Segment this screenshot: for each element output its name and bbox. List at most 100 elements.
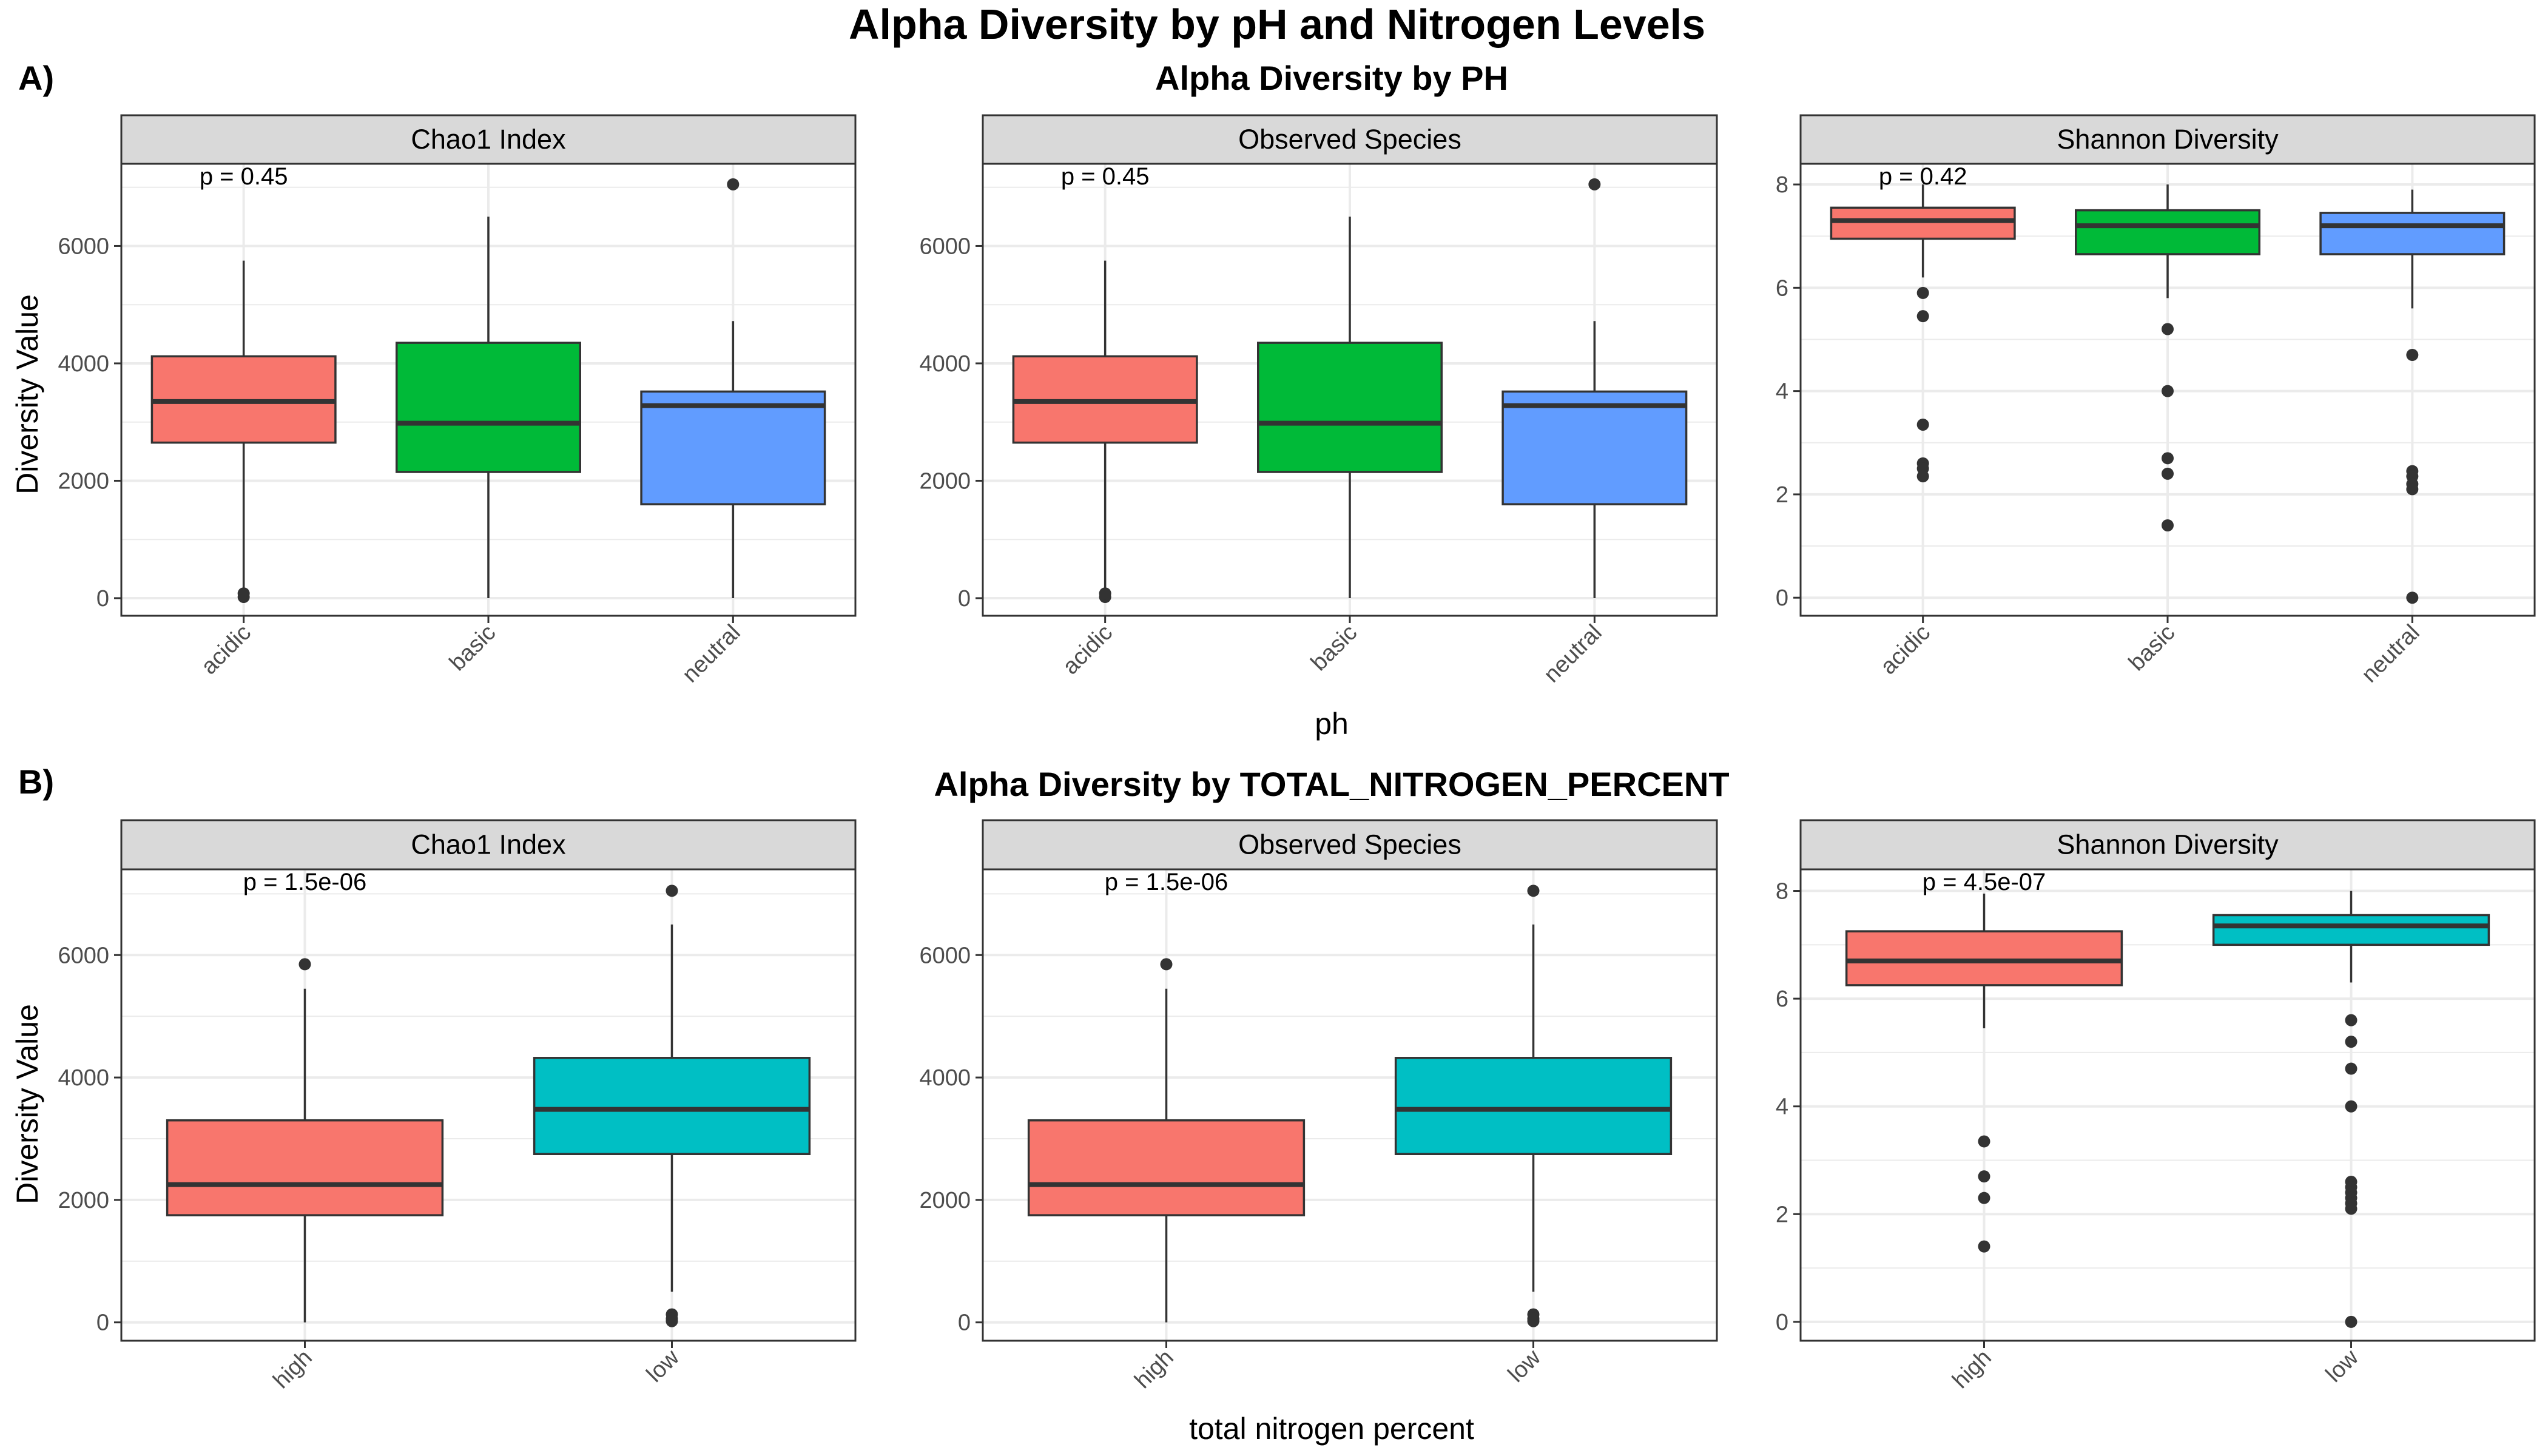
facet-strip-label: Chao1 Index xyxy=(411,124,566,155)
facet-strip xyxy=(1799,819,2536,871)
y-tick-label: 4000 xyxy=(919,351,971,377)
box-body xyxy=(1502,390,1688,505)
y-tick-label: 2 xyxy=(1776,1202,1788,1227)
box-body xyxy=(2212,914,2490,946)
y-tick-label: 6000 xyxy=(58,234,109,259)
box-high xyxy=(1027,958,1306,1323)
p-value-label: p = 0.45 xyxy=(200,163,288,190)
y-tick-label: 6 xyxy=(1776,986,1788,1012)
box-neutral xyxy=(640,178,826,598)
outlier-point xyxy=(1916,310,1929,323)
x-tick-label-neutral: neutral xyxy=(1539,620,1607,688)
facet-panel: Shannon Diversity p = 0.42 0 2 4 6 8 acidic basi… xyxy=(1776,114,2536,688)
x-tick-label-high: high xyxy=(268,1345,317,1394)
box-acidic xyxy=(150,260,337,604)
y-tick-label: 2000 xyxy=(919,468,971,494)
facet-strip xyxy=(120,114,857,165)
y-tick-label: 6 xyxy=(1776,275,1788,301)
outlier-point xyxy=(666,885,678,897)
outlier-point xyxy=(1978,1135,1990,1148)
box-body xyxy=(396,342,581,473)
x-tick-label-basic: basic xyxy=(445,620,500,676)
x-tick-label-acidic: acidic xyxy=(197,620,256,679)
outlier-point xyxy=(1978,1240,1990,1253)
facet-panel: Observed Species p = 1.5e-06 0 2000 4000 6000… xyxy=(919,819,1718,1394)
box-body xyxy=(1257,342,1443,473)
box-basic xyxy=(1257,217,1443,598)
box-low xyxy=(533,885,811,1327)
outlier-point xyxy=(666,1315,678,1327)
p-value-label: p = 0.42 xyxy=(1879,163,1967,190)
facet-panel: Chao1 Index p = 1.5e-06 0 2000 4000 6000 high l… xyxy=(58,819,857,1394)
outlier-point xyxy=(1916,418,1929,431)
outlier-point xyxy=(1160,958,1173,971)
box-high xyxy=(166,958,444,1323)
box-acidic xyxy=(1830,184,2016,483)
y-tick-label: 0 xyxy=(96,1310,109,1336)
x-tick-label-low: low xyxy=(1503,1344,1546,1387)
outlier-point xyxy=(237,587,250,600)
y-tick-label: 8 xyxy=(1776,172,1788,198)
facet-strip xyxy=(1799,114,2536,165)
outlier-point xyxy=(2162,467,2174,480)
box-body xyxy=(2075,209,2260,255)
box-body xyxy=(640,390,826,505)
y-tick-label: 0 xyxy=(958,586,971,612)
x-tick-label-high: high xyxy=(1130,1345,1178,1394)
outlier-point xyxy=(1978,1170,1990,1183)
main-title: Alpha Diversity by pH and Nitrogen Level… xyxy=(849,1,1705,48)
y-tick-label: 6000 xyxy=(919,234,971,259)
box-body xyxy=(1027,1119,1306,1216)
section-a-x-axis-title: ph xyxy=(1315,707,1349,741)
outlier-point xyxy=(1588,178,1601,190)
box-body xyxy=(1845,930,2123,986)
x-tick-label-basic: basic xyxy=(2124,620,2180,676)
outlier-point xyxy=(727,178,740,190)
outlier-point xyxy=(2406,483,2419,496)
section-b-title: Alpha Diversity by TOTAL_NITROGEN_PERCEN… xyxy=(934,765,1729,803)
section-a-title: Alpha Diversity by PH xyxy=(1155,59,1508,97)
section-a-tag: A) xyxy=(18,59,54,97)
x-tick-label-neutral: neutral xyxy=(678,620,746,688)
section-b-x-axis-title: total nitrogen percent xyxy=(1189,1412,1474,1446)
x-tick-label-high: high xyxy=(1947,1345,1996,1394)
outlier-point xyxy=(1527,885,1540,897)
p-value-label: p = 1.5e-06 xyxy=(1105,869,1228,895)
facet-strip-label: Shannon Diversity xyxy=(2057,124,2279,155)
box-high xyxy=(1845,893,2123,1253)
y-tick-label: 4000 xyxy=(919,1065,971,1091)
y-tick-label: 8 xyxy=(1776,879,1788,905)
section-a-y-axis-title: Diversity Value xyxy=(10,294,44,494)
outlier-point xyxy=(2162,452,2174,465)
p-value-label: p = 1.5e-06 xyxy=(243,869,367,895)
outlier-point xyxy=(1978,1191,1990,1204)
box-basic xyxy=(2075,184,2260,531)
y-tick-label: 0 xyxy=(958,1310,971,1336)
y-tick-label: 2 xyxy=(1776,482,1788,508)
outlier-point xyxy=(2345,1062,2358,1075)
y-tick-label: 0 xyxy=(96,586,109,612)
x-tick-label-acidic: acidic xyxy=(1876,620,1935,679)
y-tick-label: 4 xyxy=(1776,379,1788,405)
box-neutral xyxy=(2319,189,2506,604)
p-value-label: p = 4.5e-07 xyxy=(1923,869,2046,895)
y-tick-label: 2000 xyxy=(58,468,109,494)
box-body xyxy=(533,1057,811,1155)
facet-strip xyxy=(982,114,1718,165)
box-body xyxy=(2319,212,2506,255)
outlier-point xyxy=(1527,1315,1540,1327)
section-b-tag: B) xyxy=(18,763,54,801)
y-tick-label: 6000 xyxy=(919,943,971,968)
box-body xyxy=(1394,1057,1673,1155)
outlier-point xyxy=(2406,592,2419,604)
y-tick-label: 0 xyxy=(1776,1310,1788,1335)
box-low xyxy=(2212,891,2490,1328)
outlier-point xyxy=(2345,1315,2358,1328)
facet-strip-label: Chao1 Index xyxy=(411,829,566,860)
y-tick-label: 0 xyxy=(1776,585,1788,611)
section-b-y-axis-title: Diversity Value xyxy=(10,1004,44,1204)
outlier-point xyxy=(1099,587,1111,600)
facet-panel: Shannon Diversity p = 4.5e-07 0 2 4 6 8 high low xyxy=(1776,819,2536,1394)
